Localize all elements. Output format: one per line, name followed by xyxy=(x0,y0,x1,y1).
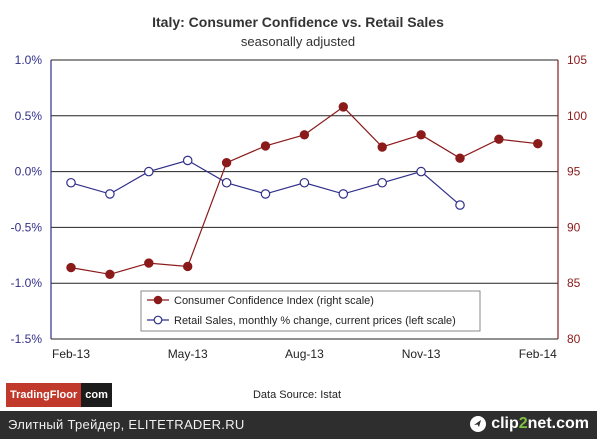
clip2net-text-clip: clip xyxy=(491,415,519,432)
legend: Consumer Confidence Index (right scale) … xyxy=(140,290,481,332)
data-point-consumer-confidence xyxy=(494,134,504,144)
right-tick-label: 80 xyxy=(567,332,581,346)
x-tick-label: Feb-14 xyxy=(519,347,557,361)
data-point-consumer-confidence xyxy=(260,141,271,151)
data-point-retail-sales xyxy=(105,189,115,199)
data-point-consumer-confidence xyxy=(66,262,76,273)
data-point-consumer-confidence xyxy=(183,261,193,272)
clip2net-logo: clip2net.com xyxy=(469,415,589,433)
data-point-retail-sales xyxy=(260,189,271,199)
left-tick-label: 0.0% xyxy=(15,165,43,179)
legend-box xyxy=(140,290,481,332)
legend-label-retail-sales: Retail Sales, monthly % change, current … xyxy=(174,315,456,327)
data-point-consumer-confidence xyxy=(338,102,348,112)
data-point-consumer-confidence xyxy=(221,157,232,168)
chart: Italy: Consumer Confidence vs. Retail Sa… xyxy=(11,14,588,401)
data-point-retail-sales xyxy=(144,166,154,177)
data-point-consumer-confidence xyxy=(144,258,154,268)
data-point-consumer-confidence xyxy=(416,130,426,140)
x-tick-label: May-13 xyxy=(168,347,208,361)
left-tick-label: 1.0% xyxy=(15,53,43,67)
footer-bar: Элитный Трейдер, ELITETRADER.RU clip2net… xyxy=(0,411,597,439)
x-tick-label: Aug-13 xyxy=(285,347,324,361)
tradingfloor-logo: TradingFloor com xyxy=(6,383,112,407)
data-point-retail-sales xyxy=(182,155,193,166)
clip2net-text-netcom: net.com xyxy=(527,415,589,432)
left-tick-label: -1.5% xyxy=(11,332,43,346)
left-tick-label: -0.5% xyxy=(11,220,43,234)
legend-marker-consumer-confidence xyxy=(153,295,163,305)
series-layer xyxy=(66,102,543,279)
data-point-consumer-confidence xyxy=(377,142,387,152)
logo-text-com: com xyxy=(81,383,112,407)
data-point-retail-sales xyxy=(416,166,426,177)
footer-text: Элитный Трейдер, ELITETRADER.RU xyxy=(8,417,245,432)
axes: 1.0% 0.5% 0.0% -0.5% -1.0% -1.5% 105 100 95 90 85 8… xyxy=(11,53,588,361)
right-tick-label: 105 xyxy=(567,53,587,67)
clip2net-icon xyxy=(470,416,487,432)
data-point-retail-sales xyxy=(66,177,76,188)
legend-label-consumer-confidence: Consumer Confidence Index (right scale) xyxy=(174,295,374,307)
data-point-consumer-confidence xyxy=(299,130,310,140)
left-tick-label: -1.0% xyxy=(11,276,43,290)
x-tick-label: Nov-13 xyxy=(402,347,441,361)
x-tick-label: Feb-13 xyxy=(52,347,90,361)
data-point-consumer-confidence xyxy=(533,139,543,149)
data-point-retail-sales xyxy=(338,189,349,199)
right-tick-label: 95 xyxy=(567,165,581,179)
data-point-retail-sales xyxy=(221,177,232,188)
chart-subtitle: seasonally adjusted xyxy=(241,34,355,49)
data-point-retail-sales xyxy=(455,200,465,210)
data-point-retail-sales xyxy=(299,177,310,188)
data-point-retail-sales xyxy=(377,177,387,188)
data-source: Data Source: Istat xyxy=(253,389,341,401)
clip2net-text-number: 2 xyxy=(518,415,528,432)
grid xyxy=(51,59,558,340)
chart-title: Italy: Consumer Confidence vs. Retail Sa… xyxy=(152,14,444,30)
data-point-consumer-confidence xyxy=(105,269,115,279)
logo-text-tradingfloor: TradingFloor xyxy=(6,383,82,407)
right-tick-label: 85 xyxy=(567,276,581,290)
legend-marker-retail-sales xyxy=(153,315,163,325)
right-tick-label: 100 xyxy=(567,109,587,123)
right-tick-label: 90 xyxy=(567,220,581,234)
left-tick-label: 0.5% xyxy=(15,109,43,123)
clip2net-wordmark: clip2net.com xyxy=(491,415,589,433)
data-point-consumer-confidence xyxy=(455,153,465,163)
